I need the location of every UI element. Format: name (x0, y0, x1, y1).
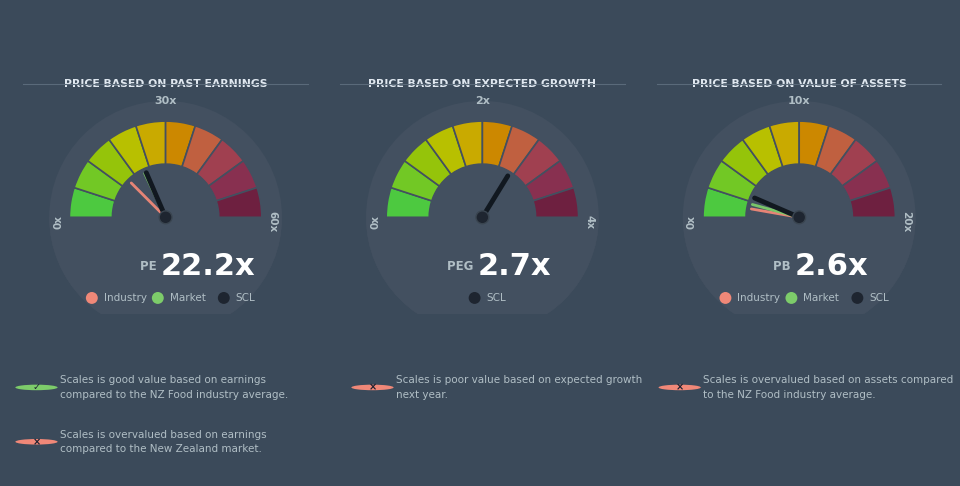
Wedge shape (770, 121, 799, 167)
Wedge shape (743, 126, 782, 174)
Circle shape (476, 211, 489, 224)
Text: Industry: Industry (104, 293, 147, 303)
Text: Scales is poor value based on expected growth
next year.: Scales is poor value based on expected g… (396, 375, 642, 399)
Circle shape (719, 292, 732, 304)
Wedge shape (109, 126, 149, 174)
Wedge shape (816, 126, 855, 174)
Text: 20x: 20x (901, 211, 911, 232)
Wedge shape (197, 139, 244, 186)
Text: PRICE BASED ON EXPECTED GROWTH: PRICE BASED ON EXPECTED GROWTH (369, 79, 596, 89)
Circle shape (468, 292, 481, 304)
Wedge shape (69, 188, 115, 217)
Text: 2.6x: 2.6x (795, 252, 868, 281)
Text: ×: × (369, 382, 376, 392)
Wedge shape (216, 188, 262, 217)
Text: 2x: 2x (475, 96, 490, 105)
Text: ✓: ✓ (33, 382, 40, 392)
Text: 10x: 10x (788, 96, 810, 105)
Circle shape (159, 211, 172, 224)
Text: 4x: 4x (585, 215, 594, 229)
Wedge shape (721, 139, 768, 186)
Circle shape (351, 384, 394, 390)
Wedge shape (49, 217, 282, 334)
Wedge shape (366, 217, 599, 334)
Wedge shape (74, 161, 123, 201)
Circle shape (15, 384, 58, 390)
Circle shape (366, 101, 599, 334)
Wedge shape (136, 121, 166, 167)
Text: 30x: 30x (155, 96, 177, 105)
Text: 2.7x: 2.7x (478, 252, 551, 281)
Circle shape (49, 101, 282, 334)
Text: SCL: SCL (236, 293, 255, 303)
Text: Industry: Industry (737, 293, 780, 303)
Wedge shape (830, 139, 877, 186)
Text: PRICE BASED ON VALUE OF ASSETS: PRICE BASED ON VALUE OF ASSETS (692, 79, 906, 89)
Wedge shape (499, 126, 539, 174)
Text: 22.2x: 22.2x (161, 252, 255, 281)
Circle shape (785, 292, 798, 304)
Circle shape (85, 292, 98, 304)
Wedge shape (391, 161, 440, 201)
Text: PE: PE (140, 260, 161, 273)
Text: PRICE BASED ON PAST EARNINGS: PRICE BASED ON PAST EARNINGS (64, 79, 267, 89)
Wedge shape (208, 161, 257, 201)
Wedge shape (514, 139, 561, 186)
Text: PEG: PEG (447, 260, 478, 273)
Text: ×: × (33, 437, 40, 447)
Wedge shape (708, 161, 756, 201)
Wedge shape (525, 161, 574, 201)
Wedge shape (404, 139, 451, 186)
Wedge shape (386, 188, 432, 217)
Wedge shape (799, 121, 828, 167)
Circle shape (15, 439, 58, 445)
Wedge shape (850, 188, 896, 217)
Text: Scales is overvalued based on earnings
compared to the New Zealand market.: Scales is overvalued based on earnings c… (60, 430, 266, 454)
Text: 0x: 0x (687, 215, 697, 229)
Wedge shape (182, 126, 222, 174)
Circle shape (218, 292, 229, 304)
Circle shape (683, 101, 916, 334)
Text: ×: × (676, 382, 684, 392)
Wedge shape (533, 188, 579, 217)
Text: 60x: 60x (268, 211, 277, 232)
Wedge shape (426, 126, 466, 174)
Wedge shape (482, 121, 512, 167)
Wedge shape (112, 164, 219, 217)
Wedge shape (166, 121, 195, 167)
Text: 0x: 0x (54, 215, 63, 229)
Circle shape (659, 384, 701, 390)
Wedge shape (683, 217, 916, 334)
Text: Market: Market (804, 293, 839, 303)
Text: 0x: 0x (371, 215, 380, 229)
Text: Market: Market (170, 293, 205, 303)
Text: Scales is overvalued based on assets compared
to the NZ Food industry average.: Scales is overvalued based on assets com… (703, 375, 953, 399)
Circle shape (793, 211, 805, 224)
Wedge shape (746, 164, 852, 217)
Circle shape (852, 292, 863, 304)
Wedge shape (453, 121, 482, 167)
Wedge shape (87, 139, 134, 186)
Wedge shape (429, 164, 536, 217)
Wedge shape (842, 161, 891, 201)
Text: SCL: SCL (487, 293, 506, 303)
Text: SCL: SCL (870, 293, 889, 303)
Text: PB: PB (773, 260, 795, 273)
Wedge shape (703, 188, 749, 217)
Text: Scales is good value based on earnings
compared to the NZ Food industry average.: Scales is good value based on earnings c… (60, 375, 288, 399)
Circle shape (152, 292, 164, 304)
